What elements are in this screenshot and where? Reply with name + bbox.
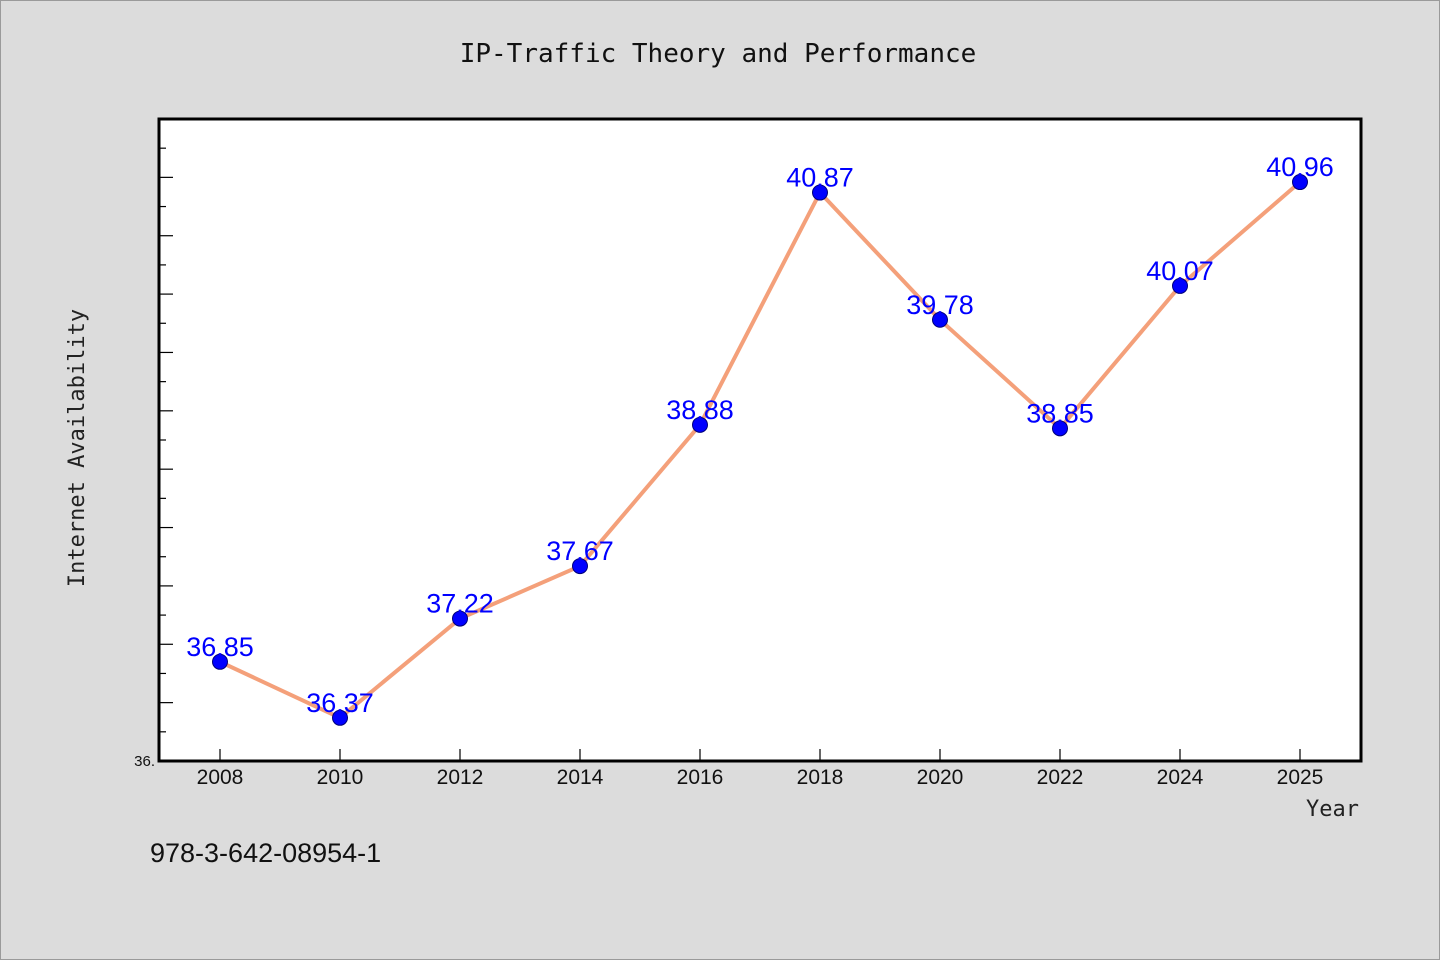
x-tick-label: 2020: [917, 766, 964, 789]
data-label: 38.88: [666, 395, 734, 425]
data-label: 36.37: [306, 688, 374, 718]
x-tick-label: 2014: [557, 766, 604, 789]
data-label: 37.22: [426, 589, 494, 619]
x-axis-label: Year: [1306, 797, 1359, 822]
data-point: [212, 653, 228, 670]
x-tick-label: 2016: [677, 766, 724, 789]
data-label: 39.78: [906, 290, 974, 320]
series-markers: [212, 174, 1308, 726]
footer-text: 978-3-642-08954-1: [150, 838, 381, 868]
x-tick-label: 2012: [437, 766, 484, 789]
x-tick-label: 2024: [1157, 766, 1204, 789]
data-point: [1052, 420, 1068, 437]
data-label: 40.07: [1146, 256, 1214, 286]
x-axis-ticks: 2008 2010 2012 2014 2016 2018 2020 2022 2024 2025: [197, 749, 1324, 789]
x-tick-label: 2025: [1277, 766, 1324, 789]
x-tick-label: 2008: [197, 766, 244, 789]
data-label: 36.85: [186, 632, 254, 662]
plot-area: [157, 117, 1363, 763]
data-label: 40.87: [786, 163, 854, 193]
x-tick-label: 2018: [797, 766, 844, 789]
y-tick-label: 36.: [134, 753, 155, 770]
data-point: [452, 610, 468, 627]
data-labels: 36.85 36.37 37.22 37.67 38.88 40.87 39.78 38.85…: [186, 152, 1334, 718]
y-axis-ticks: [159, 147, 173, 733]
data-point: [812, 184, 828, 201]
data-point: [332, 709, 348, 726]
x-tick-label: 2010: [317, 766, 364, 789]
data-label: 37.67: [546, 536, 614, 566]
data-point: [932, 311, 948, 328]
data-point: [692, 416, 708, 433]
y-axis-label: Internet Availability: [65, 309, 90, 587]
x-tick-label: 2022: [1037, 766, 1084, 789]
data-label: 38.85: [1026, 398, 1094, 428]
data-point: [1292, 174, 1308, 191]
series-line: [219, 180, 1302, 720]
chart-title: IP-Traffic Theory and Performance: [460, 39, 977, 69]
data-label: 40.96: [1266, 152, 1334, 182]
data-point: [572, 558, 588, 575]
data-point: [1172, 277, 1188, 294]
